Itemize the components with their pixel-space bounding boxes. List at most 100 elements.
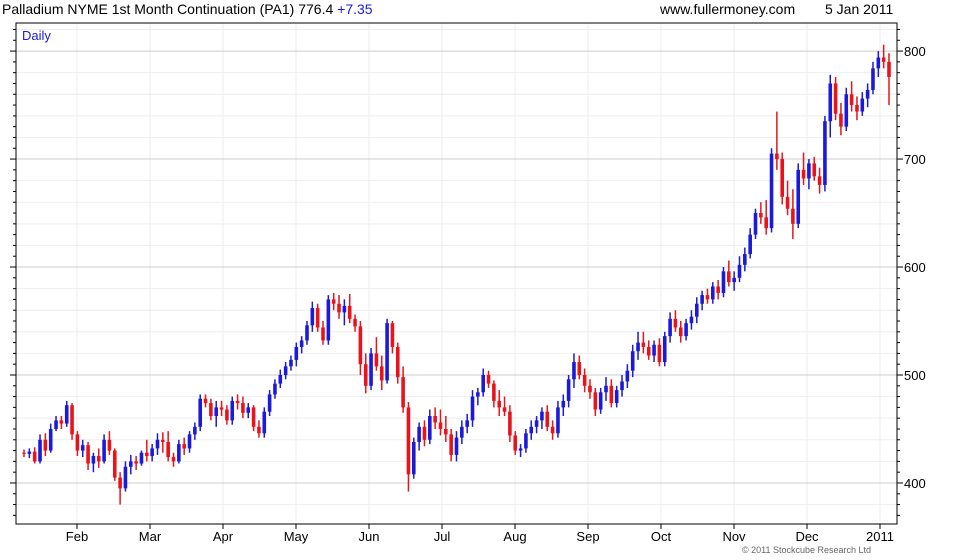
candle-body [112,450,117,478]
candle-body [64,405,69,424]
candle-body [646,346,651,356]
candle [550,420,555,440]
candle-body [80,445,85,451]
candle-body [630,351,635,371]
candle [43,433,48,456]
candle-body [855,105,859,112]
candle-body [257,426,261,434]
candle-body [86,445,90,464]
candle-body [43,439,48,451]
candle-body [251,407,256,427]
candle-body [32,451,37,462]
candle-body [721,271,726,293]
candle [881,44,886,69]
candle-body [497,400,502,408]
candle-body [273,383,277,395]
candle-body [572,362,576,380]
candle-body [363,364,368,386]
candle-body [604,385,608,393]
candle [860,92,865,116]
candle [732,271,736,291]
candle [107,431,112,455]
candle [641,331,646,354]
candle [241,396,245,419]
candle-body [203,398,208,404]
candle-body [881,57,886,62]
candle [481,368,485,397]
candle-body [524,433,528,449]
candle-body [75,434,80,451]
candle [673,310,678,332]
candle [209,398,213,421]
candle-body [871,68,875,90]
candle [748,228,752,259]
candle-body [428,416,432,440]
candle-body [561,400,566,408]
candle [727,260,731,287]
candle [406,401,411,492]
candle-body [588,385,592,393]
candle-body [502,407,507,412]
candle-body [657,344,662,363]
candle-body [267,394,272,412]
candle-body [636,342,640,352]
candle [38,434,42,464]
candle [678,321,683,343]
candle [203,394,208,408]
candle [716,279,720,300]
candle [150,444,154,462]
candle-body [828,83,833,122]
candle-body [481,374,485,393]
candle [75,431,80,456]
candle-body [812,163,817,177]
instrument-name: Palladium NYME 1st Month Continuation (P… [2,1,334,17]
candle [759,202,763,224]
candle [828,74,833,138]
candle [64,400,69,427]
candle [438,409,443,436]
candle [721,267,726,298]
candle [80,439,85,458]
candle-body [668,318,672,337]
candle-body [444,428,448,435]
y-tick-label: 500 [904,368,926,383]
candle-body [118,477,122,489]
candle [769,148,774,233]
candle [278,369,283,388]
candle-body [460,426,464,438]
x-tick-label: Dec [795,529,819,544]
candle-body [395,346,400,378]
x-tick-label: Nov [722,529,746,544]
candle-body [780,159,785,197]
candle-body [716,286,720,293]
candle-body [262,411,267,434]
candle [865,83,870,108]
candle [145,439,149,462]
candle [428,409,432,445]
x-tick-label: Jun [359,529,380,544]
candle-body [823,121,827,185]
candle [321,321,325,345]
candle [588,379,592,399]
candle [620,374,624,397]
candle-body [299,340,304,347]
candle [614,385,619,408]
candle [289,355,293,371]
x-axis: Feb Mar Apr May Jun Jul Aug Sep Oct Nov Dec 2011 [66,524,894,544]
candle [700,290,704,311]
candle [566,374,571,408]
candle-body [844,94,849,127]
candle [609,379,614,408]
candle [529,420,534,440]
candle [27,448,32,459]
candle-body [470,396,475,421]
candle [710,282,715,304]
site-url[interactable]: www.fullermoney.com [660,1,796,17]
candle [70,403,74,440]
candle-body [177,444,181,462]
candle [273,379,277,399]
candle-body [198,398,203,427]
y-tick-label: 800 [904,44,926,59]
candle [844,87,849,131]
candle-body [454,437,459,455]
